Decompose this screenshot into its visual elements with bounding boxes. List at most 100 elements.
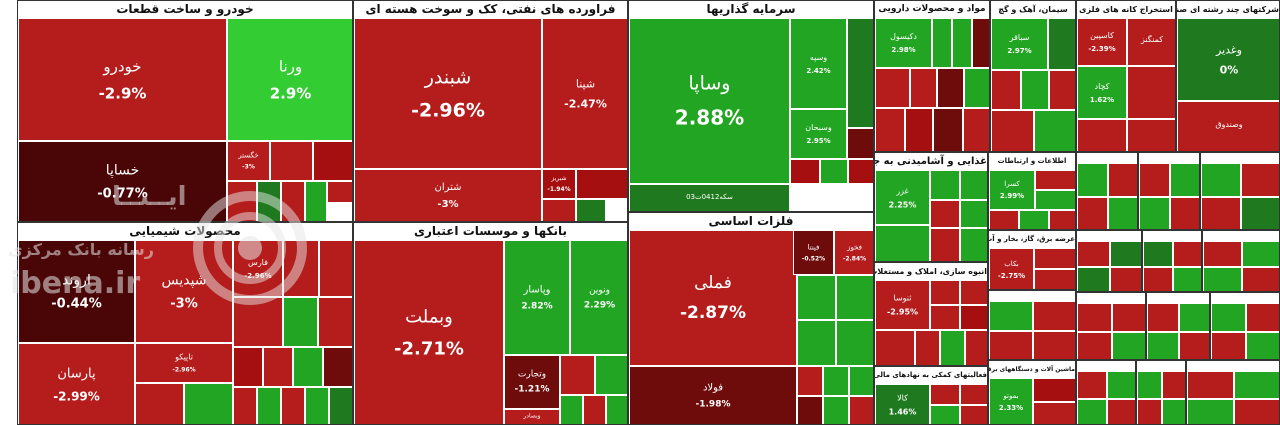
stock-tile[interactable]: پارسان -2.99%: [18, 343, 135, 424]
stock-tile-small[interactable]: [1077, 398, 1107, 424]
stock-tile-small[interactable]: [270, 141, 313, 181]
stock-tile-small[interactable]: [1137, 398, 1162, 424]
stock-tile-small[interactable]: [1107, 398, 1135, 424]
stock-tile-small[interactable]: [960, 405, 987, 424]
stock-tile[interactable]: غزر 2.25%: [875, 170, 930, 225]
stock-tile-small[interactable]: [1162, 371, 1185, 399]
stock-tile-small[interactable]: [797, 320, 836, 366]
stock-tile-small[interactable]: [1242, 267, 1279, 291]
stock-tile-small[interactable]: [283, 240, 319, 297]
stock-tile-small[interactable]: [1112, 332, 1145, 359]
stock-tile-small[interactable]: [1077, 197, 1108, 229]
stock-tile-small[interactable]: [1211, 303, 1246, 332]
stock-tile-small[interactable]: [930, 384, 960, 405]
stock-tile-small[interactable]: [1201, 197, 1241, 229]
stock-tile-small[interactable]: [1077, 163, 1108, 197]
stock-tile-small[interactable]: [836, 320, 873, 366]
stock-tile-small[interactable]: [319, 240, 352, 297]
stock-tile-small[interactable]: [991, 70, 1021, 110]
stock-tile[interactable]: شتران -3%: [354, 169, 542, 221]
stock-tile-small[interactable]: [930, 228, 960, 261]
stock-tile-small[interactable]: [1034, 248, 1075, 269]
stock-tile-small[interactable]: [849, 396, 873, 424]
stock-tile[interactable]: کچاد 1.62%: [1077, 66, 1127, 119]
stock-tile-small[interactable]: [1034, 110, 1075, 151]
stock-tile[interactable]: ثنوسا -2.95%: [875, 280, 930, 330]
stock-tile-small[interactable]: [930, 200, 960, 228]
stock-tile-small[interactable]: [1077, 119, 1127, 151]
stock-tile-small[interactable]: [1108, 163, 1137, 197]
stock-tile-small[interactable]: [583, 395, 606, 424]
stock-tile[interactable]: وبملت -2.71%: [354, 240, 504, 424]
stock-tile[interactable]: بکاب -2.75%: [989, 248, 1034, 289]
stock-tile-small[interactable]: [905, 108, 933, 151]
stock-tile-small[interactable]: [1203, 241, 1242, 267]
stock-tile-small[interactable]: [847, 128, 873, 159]
stock-tile-small[interactable]: [972, 18, 989, 68]
stock-tile-small[interactable]: [1173, 267, 1201, 291]
stock-tile-small[interactable]: [960, 170, 987, 200]
stock-tile[interactable]: شبریز -1.94%: [542, 169, 576, 199]
stock-tile-small[interactable]: [1033, 402, 1075, 424]
stock-tile-small[interactable]: [1234, 398, 1279, 424]
stock-tile-small[interactable]: [1019, 210, 1049, 229]
stock-tile-small[interactable]: [329, 387, 352, 424]
stock-tile-small[interactable]: [1077, 371, 1107, 399]
stock-tile-small[interactable]: [313, 141, 352, 181]
stock-tile-small[interactable]: [542, 199, 576, 221]
stock-tile-small[interactable]: [595, 355, 627, 395]
stock-tile-small[interactable]: [1034, 269, 1075, 289]
stock-tile-small[interactable]: [1143, 241, 1173, 267]
stock-tile-small[interactable]: [576, 169, 627, 199]
stock-tile-small[interactable]: [932, 18, 952, 68]
stock-tile-small[interactable]: [1033, 301, 1075, 331]
stock-tile-small[interactable]: [233, 387, 257, 424]
stock-tile-small[interactable]: [915, 330, 940, 365]
stock-tile[interactable]: اروند -0.44%: [18, 240, 135, 343]
stock-tile-small[interactable]: [952, 18, 972, 68]
stock-tile-small[interactable]: [1170, 163, 1199, 197]
stock-tile-small[interactable]: [305, 181, 327, 221]
stock-tile-small[interactable]: [1049, 70, 1075, 110]
stock-tile-small[interactable]: [960, 228, 987, 261]
stock-tile-small[interactable]: [1173, 241, 1201, 267]
stock-tile[interactable]: وسبحان 2.95%: [790, 109, 847, 159]
stock-tile-small[interactable]: [797, 396, 823, 424]
stock-tile[interactable]: فملی -2.87%: [629, 230, 797, 366]
stock-tile-small[interactable]: [257, 181, 281, 221]
stock-tile-small[interactable]: [875, 330, 915, 365]
stock-tile-small[interactable]: [823, 396, 849, 424]
stock-tile-small[interactable]: [281, 181, 305, 221]
stock-tile-small[interactable]: [989, 210, 1019, 229]
stock-tile[interactable]: فپنتا -0.52%: [793, 230, 834, 275]
stock-tile[interactable]: سکه0412ت03: [629, 184, 790, 211]
stock-tile-small[interactable]: [1234, 371, 1279, 399]
stock-tile-small[interactable]: [933, 108, 963, 151]
stock-tile-small[interactable]: [848, 159, 873, 184]
stock-tile-small[interactable]: [1147, 303, 1179, 332]
stock-tile-small[interactable]: [1179, 303, 1209, 332]
stock-tile-small[interactable]: [1107, 371, 1135, 399]
stock-tile-small[interactable]: [960, 384, 987, 405]
stock-tile-small[interactable]: [1035, 170, 1075, 190]
stock-tile-small[interactable]: [1137, 371, 1162, 399]
stock-tile[interactable]: فولاد -1.98%: [629, 366, 797, 424]
stock-tile-small[interactable]: [1110, 241, 1141, 267]
stock-tile[interactable]: تاپیکو -2.96%: [135, 343, 233, 383]
stock-tile-small[interactable]: [1147, 332, 1179, 359]
stock-tile[interactable]: سباقر 2.97%: [991, 18, 1048, 70]
stock-tile-small[interactable]: [930, 170, 960, 200]
stock-tile-small[interactable]: [327, 181, 352, 203]
stock-tile-small[interactable]: [963, 108, 989, 151]
stock-tile-small[interactable]: [1127, 66, 1175, 119]
stock-tile[interactable]: بموتو 2.33%: [989, 378, 1033, 424]
stock-tile-small[interactable]: [937, 68, 964, 108]
stock-tile[interactable]: وتجارت -1.21%: [504, 355, 560, 409]
stock-tile-small[interactable]: [257, 387, 281, 424]
stock-tile-small[interactable]: [1211, 332, 1246, 359]
stock-tile-small[interactable]: [991, 110, 1034, 151]
stock-tile-small[interactable]: [560, 395, 583, 424]
stock-tile-small[interactable]: [1035, 190, 1075, 210]
stock-tile-small[interactable]: [281, 387, 305, 424]
stock-tile-small[interactable]: [1112, 303, 1145, 332]
